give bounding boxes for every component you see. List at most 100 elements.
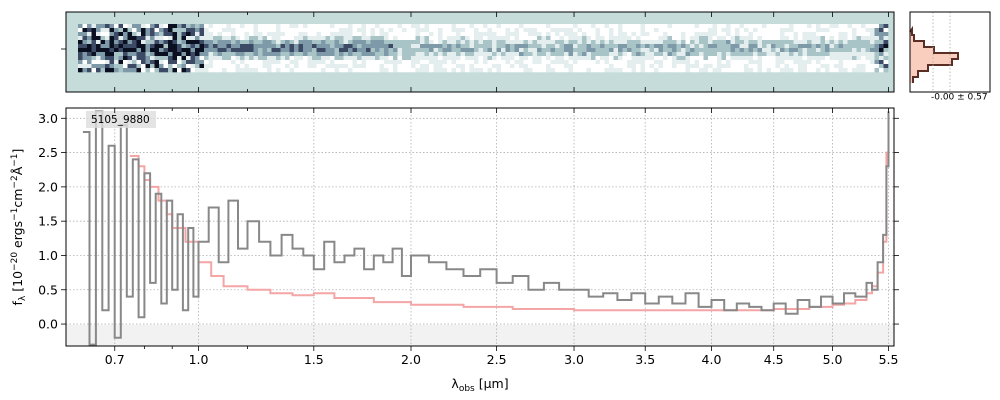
twod-pixel [330, 68, 335, 73]
twod-pixel [258, 24, 263, 29]
twod-pixel [622, 60, 628, 65]
twod-pixel [586, 36, 592, 41]
twod-pixel [213, 44, 218, 49]
twod-pixel [874, 68, 880, 73]
twod-pixel [870, 40, 875, 45]
twod-pixel [321, 68, 326, 73]
twod-pixel [289, 36, 295, 41]
twod-pixel [532, 32, 538, 37]
twod-pixel [820, 44, 826, 49]
twod-pixel [789, 36, 794, 41]
y-axis-label-exp2: −1 [10, 208, 20, 221]
twod-pixel [402, 40, 407, 45]
twod-pixel [433, 32, 439, 37]
twod-pixel [676, 48, 682, 53]
twod-pixel [766, 32, 772, 37]
twod-pixel [339, 64, 344, 69]
twod-pixel [519, 24, 524, 29]
twod-pixel [87, 40, 92, 45]
x-tick-label: 3.0 [564, 352, 584, 367]
twod-pixel [132, 44, 137, 49]
twod-pixel [649, 48, 655, 53]
twod-pixel [168, 40, 173, 45]
twod-pixel [262, 52, 268, 57]
twod-pixel [573, 24, 578, 29]
twod-pixel [118, 36, 124, 41]
twod-pixel [366, 64, 371, 69]
twod-pixel [271, 36, 277, 41]
twod-pixel [411, 56, 416, 61]
twod-pixel [753, 44, 758, 49]
twod-pixel [442, 28, 448, 33]
twod-pixel [118, 64, 124, 69]
twod-pixel [510, 64, 515, 69]
twod-pixel [807, 52, 812, 57]
twod-pixel [123, 56, 128, 61]
twod-pixel [348, 40, 353, 45]
twod-pixel [780, 60, 785, 65]
twod-pixel [703, 68, 709, 73]
twod-pixel [100, 40, 106, 45]
twod-pixel [195, 24, 200, 29]
twod-pixel [631, 44, 637, 49]
twod-pixel [555, 36, 560, 41]
twod-pixel [109, 32, 115, 37]
twod-pixel [793, 24, 799, 29]
twod-pixel [694, 52, 700, 57]
twod-pixel [105, 60, 110, 65]
twod-pixel [685, 44, 691, 49]
twod-pixel [483, 36, 488, 41]
twod-pixel [699, 68, 704, 73]
twod-pixel [640, 68, 646, 73]
twod-pixel [780, 56, 785, 61]
twod-pixel [559, 64, 565, 69]
twod-pixel [600, 68, 605, 73]
twod-pixel [793, 40, 799, 45]
twod-pixel [109, 36, 115, 41]
twod-pixel [267, 36, 272, 41]
twod-pixel [213, 28, 218, 33]
twod-pixel [532, 64, 538, 69]
twod-pixel [753, 32, 758, 37]
twod-pixel [231, 68, 236, 73]
twod-pixel [784, 60, 790, 65]
twod-pixel [451, 28, 457, 33]
twod-pixel [496, 56, 502, 61]
twod-pixel [190, 60, 196, 65]
twod-pixel [406, 56, 412, 61]
twod-pixel [105, 24, 110, 29]
twod-pixel [415, 64, 421, 69]
twod-pixel [208, 24, 214, 29]
twod-pixel [222, 32, 227, 37]
twod-pixel [451, 40, 457, 45]
twod-pixel [123, 52, 128, 57]
twod-pixel [442, 48, 448, 53]
twod-pixel [784, 44, 790, 49]
twod-pixel [775, 60, 781, 65]
twod-pixel [294, 64, 299, 69]
twod-pixel [132, 60, 137, 65]
twod-pixel [775, 64, 781, 69]
twod-pixel [339, 32, 344, 37]
twod-pixel [406, 48, 412, 53]
twod-pixel [523, 56, 529, 61]
twod-pixel [253, 48, 259, 53]
twod-pixel [244, 32, 250, 37]
twod-pixel [172, 40, 178, 45]
twod-pixel [541, 52, 547, 57]
twod-pixel [163, 52, 169, 57]
twod-pixel [280, 44, 286, 49]
twod-pixel [145, 24, 151, 29]
twod-pixel [186, 56, 191, 61]
twod-pixel [370, 32, 376, 37]
twod-pixel [658, 68, 664, 73]
twod-pixel [739, 56, 745, 61]
twod-pixel [550, 36, 556, 41]
twod-pixel [168, 44, 173, 49]
twod-pixel [856, 24, 862, 29]
twod-pixel [474, 32, 479, 37]
twod-pixel [87, 32, 92, 37]
twod-pixel [744, 48, 749, 53]
twod-pixel [235, 52, 241, 57]
twod-pixel [190, 28, 196, 33]
